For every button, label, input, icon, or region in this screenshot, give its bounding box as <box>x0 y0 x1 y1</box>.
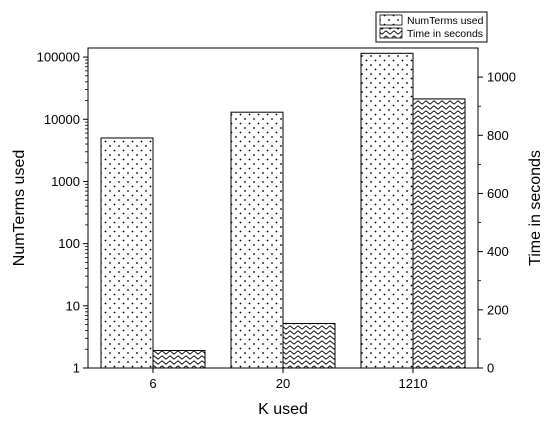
bar-time-6 <box>152 350 206 369</box>
bars-group <box>100 52 466 369</box>
x-axis: 6 20 1210 <box>149 368 427 391</box>
legend-label-numterms: NumTerms used <box>407 15 484 27</box>
right-axis-tick-label: 800 <box>487 128 509 143</box>
legend-label-time: Time in seconds <box>407 28 483 40</box>
x-axis-tick-label: 1210 <box>399 376 428 391</box>
right-axis: 0 200 400 600 800 1000 <box>478 70 516 376</box>
legend-swatch-numterms <box>379 14 403 26</box>
left-axis-tick-label: 10 <box>66 298 80 313</box>
right-axis-tick-label: 0 <box>487 361 494 376</box>
x-axis-tick-label: 20 <box>276 376 290 391</box>
left-axis-tick-label: 1 <box>73 361 80 376</box>
x-axis-tick-label: 6 <box>149 376 156 391</box>
right-axis-tick-label: 1000 <box>487 70 516 85</box>
bar-numterms-20 <box>230 111 284 369</box>
left-axis-tick-label: 1000 <box>51 174 80 189</box>
right-axis-title: Time in seconds <box>527 150 544 266</box>
bar-numterms-1210 <box>360 52 414 369</box>
bar-time-20 <box>282 322 336 369</box>
bar-time-1210 <box>412 98 466 369</box>
right-axis-tick-label: 600 <box>487 186 509 201</box>
left-axis-tick-label: 100 <box>58 236 80 251</box>
bar-numterms-6 <box>100 137 154 369</box>
x-axis-title: K used <box>258 401 308 418</box>
left-axis-tick-label: 100000 <box>37 50 80 65</box>
legend-swatch-time <box>379 27 403 39</box>
left-axis-title: NumTerms used <box>11 150 28 266</box>
right-axis-tick-label: 400 <box>487 244 509 259</box>
legend: NumTerms used Time in seconds <box>375 11 488 43</box>
left-axis: 1 10 100 1000 10000 100000 <box>37 50 88 376</box>
right-axis-tick-label: 200 <box>487 302 509 317</box>
left-axis-tick-label: 10000 <box>44 112 80 127</box>
